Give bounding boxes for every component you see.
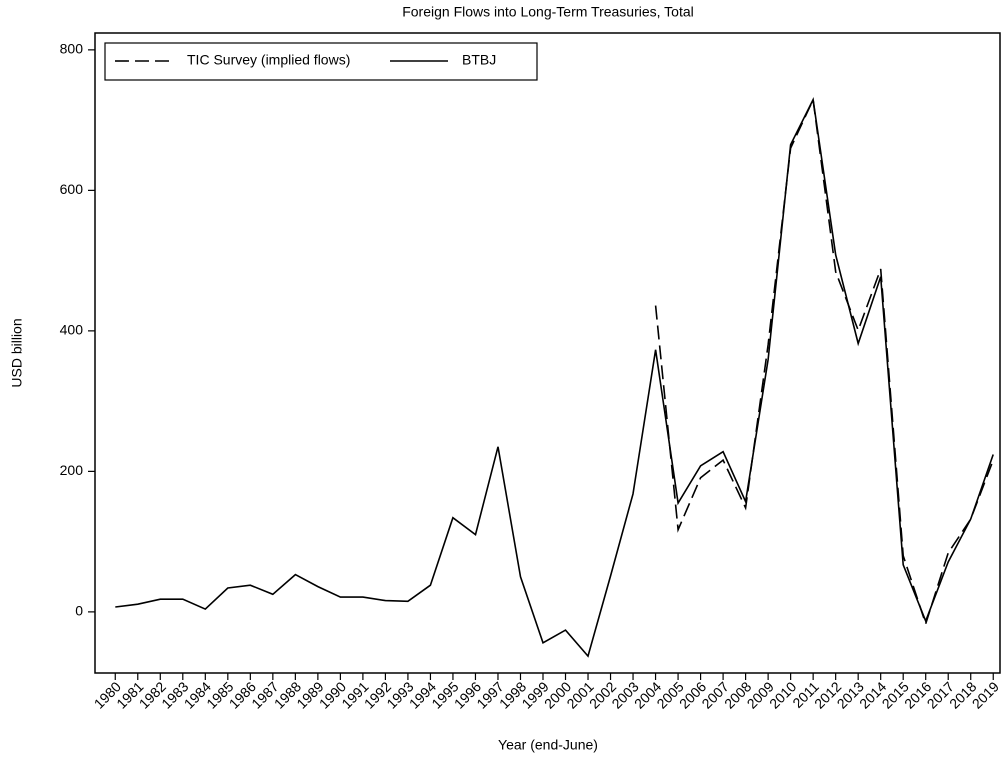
x-tick-label: 2019: [969, 678, 1002, 711]
y-tick-label: 200: [60, 462, 84, 478]
y-tick-label: 800: [60, 41, 84, 57]
series-line: [115, 97, 994, 658]
legend-label: BTBJ: [462, 52, 496, 68]
chart-title: Foreign Flows into Long-Term Treasuries,…: [402, 4, 694, 20]
y-tick-label: 600: [60, 181, 84, 197]
series-line: [654, 96, 994, 627]
legend-label: TIC Survey (implied flows): [187, 52, 350, 68]
y-tick-label: 400: [60, 322, 84, 338]
y-tick-label: 0: [75, 603, 83, 619]
x-axis-label: Year (end-June): [498, 737, 598, 753]
y-axis-label: USD billion: [9, 318, 25, 387]
legend-box: [104, 42, 538, 81]
plot-frame: [94, 32, 1001, 674]
